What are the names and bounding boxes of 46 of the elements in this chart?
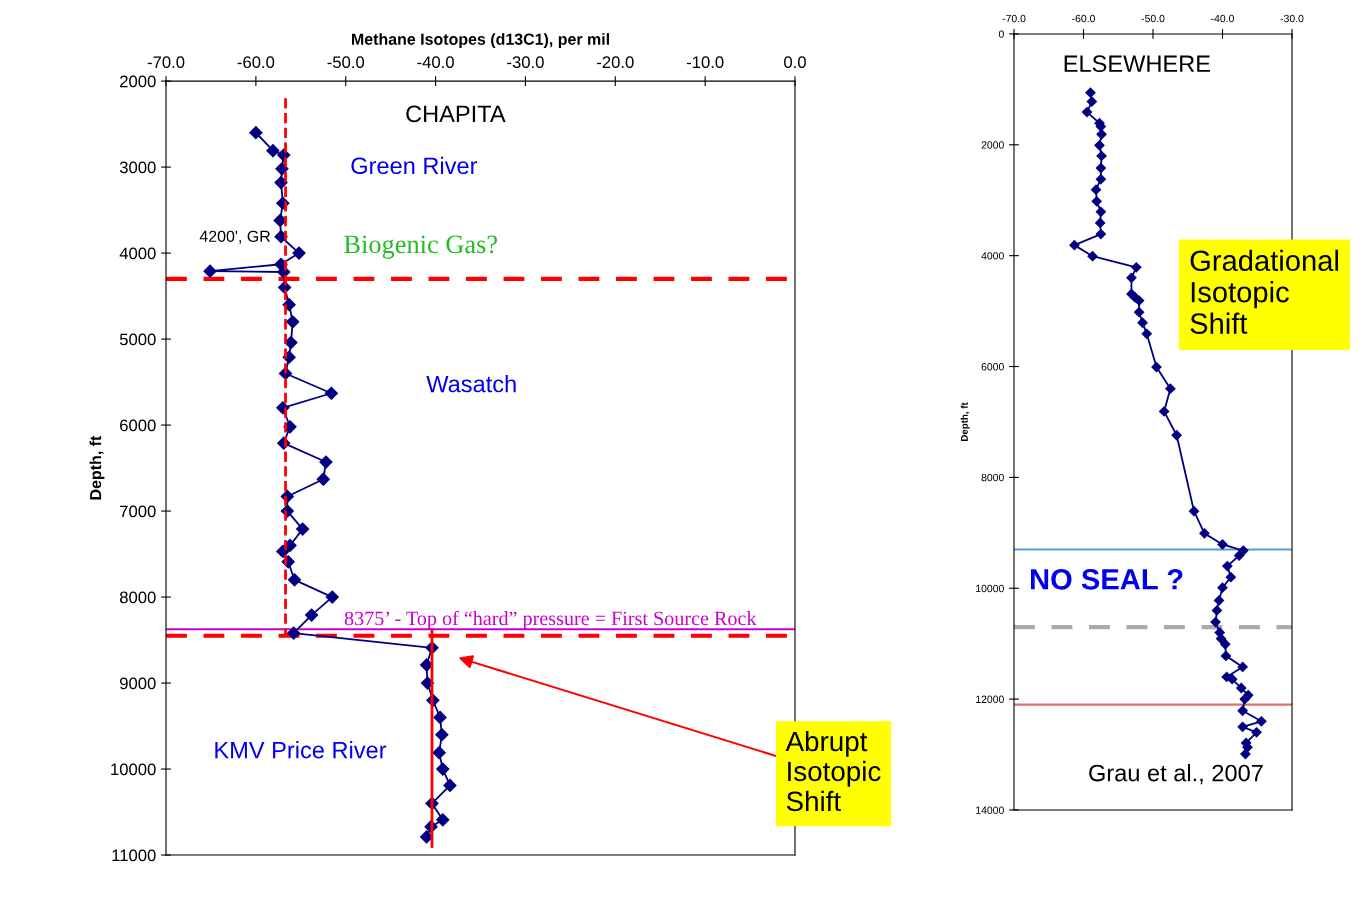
annotation: ELSEWHERE bbox=[1064, 55, 1210, 73]
x-tick-label: 0.0 bbox=[784, 56, 806, 69]
annotation: Gradational Isotopic Shift bbox=[1190, 249, 1338, 334]
annotation: Green River bbox=[351, 156, 478, 175]
y-axis-title: Depth, ft bbox=[89, 435, 105, 500]
annotation: KMV Price River bbox=[215, 741, 387, 759]
y-tick-label: 5000 bbox=[119, 333, 156, 346]
y-tick-label: 10000 bbox=[111, 763, 156, 776]
x-tick-label: -50.0 bbox=[1141, 14, 1165, 23]
y-tick-label: 8000 bbox=[119, 591, 156, 604]
x-tick-label: -30.0 bbox=[1280, 14, 1304, 23]
annotation: 4200', GR bbox=[199, 230, 271, 244]
y-tick-label: 4000 bbox=[981, 252, 1004, 260]
annotation: CHAPITA bbox=[406, 105, 506, 123]
ref-line-label: 8375’ - Top of “hard” pressure = First Source Rock bbox=[344, 610, 757, 630]
x-tick-label: -10.0 bbox=[686, 56, 724, 69]
annotation: Wasatch bbox=[426, 375, 516, 393]
y-tick-label: 0 bbox=[998, 30, 1004, 38]
y-tick-label: 8000 bbox=[981, 473, 1004, 482]
x-tick-label: -30.0 bbox=[507, 56, 544, 69]
y-tick-label: 14000 bbox=[976, 806, 1004, 814]
y-tick-label: 4000 bbox=[119, 247, 156, 260]
y-tick-label: 2000 bbox=[981, 141, 1004, 149]
x-tick-label: -70.0 bbox=[1002, 14, 1026, 23]
annotation: NO SEAL ? bbox=[1030, 569, 1183, 590]
x-tick-label: -70.0 bbox=[147, 56, 185, 69]
y-tick-label: 9000 bbox=[120, 677, 156, 690]
y-tick-label: 6000 bbox=[981, 363, 1004, 371]
y-tick-label: 12000 bbox=[976, 695, 1004, 703]
annotation: Grau et al., 2007 bbox=[1089, 764, 1263, 785]
y-tick-label: 11000 bbox=[112, 849, 156, 862]
y-tick-label: 10000 bbox=[976, 584, 1004, 593]
x-tick-label: -40.0 bbox=[417, 56, 454, 69]
x-axis-title: Methane Isotopes (d13C1), per mil bbox=[352, 33, 609, 49]
x-tick-label: -60.0 bbox=[1072, 14, 1095, 23]
y-tick-label: 7000 bbox=[120, 505, 156, 518]
annotation: Biogenic Gas? bbox=[344, 235, 497, 259]
y-tick-label: 6000 bbox=[120, 419, 156, 432]
x-tick-label: -20.0 bbox=[597, 56, 634, 69]
y-tick-label: 2000 bbox=[120, 75, 156, 88]
x-tick-label: -40.0 bbox=[1211, 14, 1234, 23]
x-tick-label: -60.0 bbox=[237, 56, 275, 69]
x-tick-label: -50.0 bbox=[327, 56, 365, 69]
annotation: Abrupt Isotopic Shift bbox=[785, 730, 881, 812]
y-tick-label: 3000 bbox=[119, 161, 156, 174]
y-axis-title: Depth, ft bbox=[960, 402, 970, 442]
